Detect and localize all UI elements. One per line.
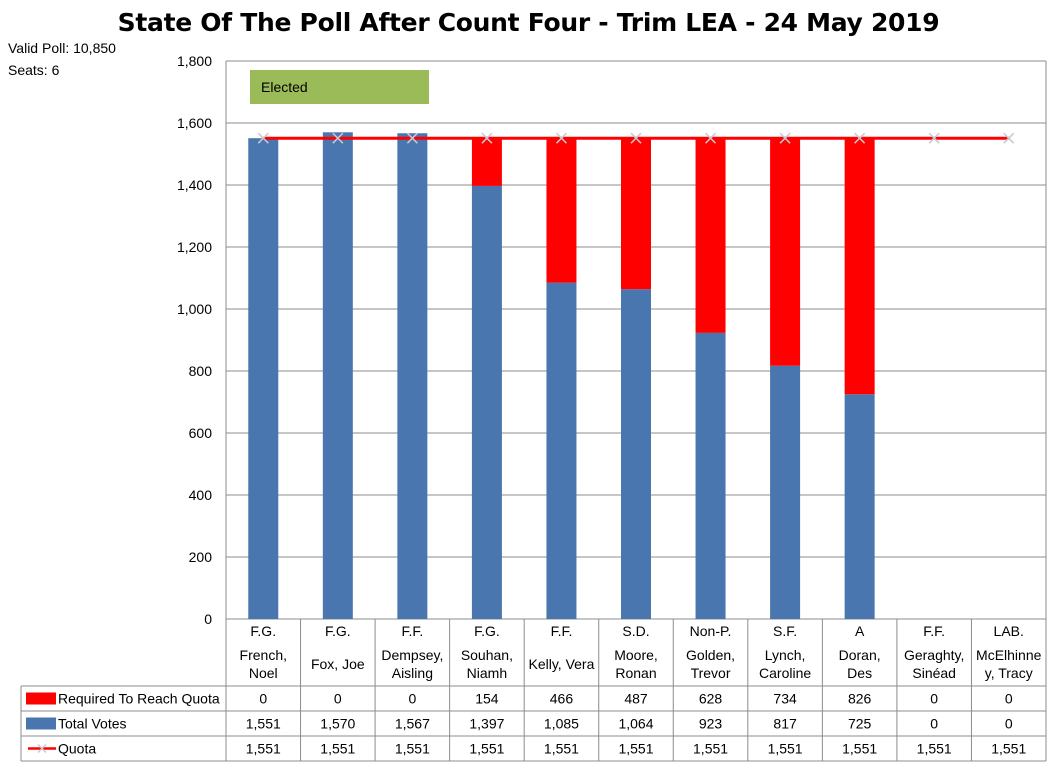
table-value-cell: 628: [699, 691, 723, 707]
table-value-cell: 0: [930, 716, 938, 732]
bar-required-to-reach-quota: [844, 138, 875, 395]
x-category-label: F.G. Souhan, Niamh: [461, 623, 513, 681]
quota-point-marker: [332, 132, 344, 144]
table-value-cell: 1,064: [618, 716, 653, 732]
legend-key-quota-marker: [37, 743, 47, 754]
x-category-label: S.F. Lynch, Caroline: [759, 623, 811, 681]
bars: [248, 132, 875, 620]
x-category-label: LAB. McElhinne y, Tracy: [976, 623, 1042, 681]
table-value-cell: 1,551: [693, 741, 728, 757]
bar-total-votes: [621, 289, 651, 619]
bar-total-votes: [322, 132, 353, 620]
table-value-cell: 1,397: [469, 716, 504, 732]
table-value-cell: 0: [408, 691, 416, 707]
y-tick-label: 1,000: [177, 301, 212, 317]
y-tick-label: 400: [189, 487, 213, 503]
quota-point-marker: [555, 132, 567, 144]
table-value-cell: 487: [624, 691, 648, 707]
x-category-label: F.F. Geraghty, Sinéad: [904, 623, 964, 681]
y-tick-label: 1,600: [177, 115, 212, 131]
bar-required-to-reach-quota: [471, 138, 502, 186]
table-value-cell: 0: [930, 691, 938, 707]
x-category-label: F.F. Kelly, Vera: [529, 623, 595, 672]
table-value-cell: 1,551: [991, 741, 1026, 757]
quota-point-marker: [854, 132, 866, 144]
table-value-cell: 1,551: [246, 741, 281, 757]
table-value-cell: 1,551: [842, 741, 877, 757]
bar-total-votes: [471, 185, 502, 619]
table-value-cell: 1,551: [246, 716, 281, 732]
quota-point-marker: [779, 132, 791, 144]
table-value-cell: 817: [773, 716, 797, 732]
bar-required-to-reach-quota: [621, 138, 651, 290]
quota-point-marker: [481, 132, 493, 144]
bar-total-votes: [397, 133, 428, 620]
table-value-cell: 1,085: [544, 716, 579, 732]
x-category-label: F.G. French, Noel: [240, 623, 287, 681]
y-axis-ticks: 0 200 400 600 800 1,000 1,200 1,400 1,600 1,800: [177, 53, 212, 627]
valid-poll-note: Valid Poll: 10,850: [8, 40, 116, 56]
table-value-cell: 1,551: [469, 741, 504, 757]
bar-required-to-reach-quota: [695, 138, 726, 333]
legend-series-name: Quota: [58, 741, 96, 757]
y-tick-label: 1,200: [177, 239, 212, 255]
table-value-cell: 466: [550, 691, 574, 707]
legend-series-name: Required To Reach Quota: [58, 691, 220, 707]
table-value-cell: 154: [475, 691, 499, 707]
legend-key-required: [26, 692, 56, 705]
quota-line: [257, 132, 1015, 144]
x-category-label: F.G. Fox, Joe: [311, 623, 365, 672]
y-tick-label: 600: [189, 425, 213, 441]
bar-required-to-reach-quota: [546, 138, 577, 283]
table-value-cell: 0: [1005, 716, 1013, 732]
quota-point-marker: [705, 132, 717, 144]
data-table: F.G. French, Noel F.G. Fox, Joe F.F. Dempsey, A…: [20, 61, 1047, 762]
bar-required-to-reach-quota: [770, 138, 801, 366]
chart-title: State Of The Poll After Count Four - Tri…: [117, 8, 940, 37]
table-value-cell: 725: [848, 716, 872, 732]
y-tick-label: 0: [204, 611, 212, 627]
table-value-cell: 1,551: [917, 741, 952, 757]
seats-note: Seats: 6: [8, 62, 60, 78]
quota-point-marker: [928, 132, 940, 144]
quota-point-marker: [406, 132, 418, 144]
table-value-cell: 0: [334, 691, 342, 707]
bar-total-votes: [248, 138, 279, 619]
bar-total-votes: [844, 394, 875, 619]
table-value-cell: 826: [848, 691, 872, 707]
bar-total-votes: [770, 365, 801, 619]
quota-point-marker: [257, 132, 269, 144]
table-value-cell: 0: [259, 691, 267, 707]
elected-label: Elected: [261, 79, 308, 95]
y-tick-label: 200: [189, 549, 213, 565]
x-category-label: F.F. Dempsey, Aisling: [381, 623, 443, 681]
elected-box: Elected: [250, 70, 429, 104]
table-value-cell: 0: [1005, 691, 1013, 707]
bar-total-votes: [546, 282, 577, 619]
table-value-cell: 1,551: [544, 741, 579, 757]
table-value-cell: 1,551: [395, 741, 430, 757]
table-value-cell: 1,567: [395, 716, 430, 732]
y-tick-label: 800: [189, 363, 213, 379]
legend-series-name: Total Votes: [58, 716, 127, 732]
table-value-cell: 1,551: [618, 741, 653, 757]
x-category-label: A Doran, Des: [839, 623, 881, 681]
x-category-label: S.D. Moore, Ronan: [614, 623, 658, 681]
table-value-cell: 1,570: [320, 716, 355, 732]
elected-marker: [250, 70, 429, 104]
table-value-cell: 734: [773, 691, 797, 707]
y-tick-label: 1,800: [177, 53, 212, 69]
quota-point-marker: [1003, 132, 1015, 144]
table-value-cell: 923: [699, 716, 723, 732]
bar-total-votes: [695, 332, 726, 619]
quota-point-marker: [630, 132, 642, 144]
x-category-label: Non-P. Golden, Trevor: [686, 623, 735, 681]
y-tick-label: 1,400: [177, 177, 212, 193]
table-value-cell: 1,551: [768, 741, 803, 757]
table-value-cell: 1,551: [320, 741, 355, 757]
legend-key-total: [26, 717, 56, 730]
